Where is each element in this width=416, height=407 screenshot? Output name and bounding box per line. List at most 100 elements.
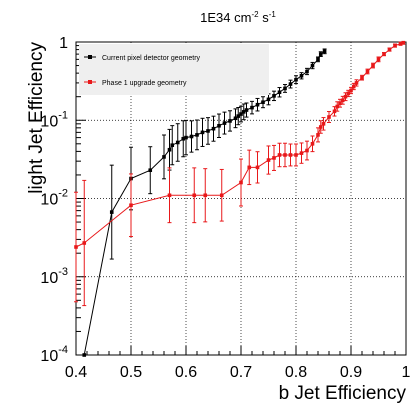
legend-label-phase1: Phase 1 upgrade geometry [102,80,187,87]
data-point [167,147,172,152]
data-point [322,49,327,54]
data-point [401,40,406,45]
data-point [255,165,260,170]
series-0 [82,48,327,357]
data-point [192,193,197,198]
data-point [360,75,364,80]
data-point [332,109,337,114]
data-point [167,193,172,198]
data-point [217,123,221,128]
data-point [228,119,232,123]
data-point [261,100,265,105]
data-point [338,101,342,106]
data-point [109,210,114,214]
data-point [277,153,282,157]
data-point [82,353,87,357]
data-point [181,136,186,141]
data-point [318,52,323,56]
axes: 0.4 0.5 0.6 0.7 0.8 0.9 1 10-4 10-3 10-2 10-1 1 [40,35,410,381]
data-point [398,41,403,46]
data-point [371,63,375,68]
series-layer [74,40,406,357]
data-point [316,133,320,137]
data-point [175,140,180,145]
data-point [211,126,216,131]
data-point [206,129,210,133]
data-point [255,102,260,107]
x-tick-label: 0.7 [230,364,252,381]
data-point [129,203,133,208]
data-point [283,153,287,157]
data-point [162,155,166,159]
data-point [365,69,370,74]
data-point [299,151,304,155]
data-point [82,241,87,245]
data-point [382,52,386,56]
data-point [222,121,227,125]
data-point [239,180,243,185]
data-point [241,110,246,114]
data-point [244,108,249,112]
legend-red-marker [88,80,92,84]
data-point [305,148,309,153]
data-point [294,153,298,157]
legend-label-current: Current pixel detector geometry [102,55,201,62]
data-point [305,69,309,74]
data-point [351,84,356,89]
data-point [393,43,397,48]
data-point [272,156,276,160]
legend-box [79,44,269,95]
data-point [327,115,331,119]
chart-title: 1E34 cm-2 s-1 [200,10,276,25]
x-tick-label: 0.8 [285,364,307,381]
y-tick-label: 10-3 [40,266,68,287]
data-point [343,94,348,99]
legend-black-marker [88,55,92,59]
data-point [288,153,293,157]
data-point [387,47,392,52]
data-point [310,142,315,146]
data-point [266,97,271,102]
data-point [236,114,241,118]
data-point [250,105,254,110]
y-tick-label: 1 [59,35,68,52]
data-point [376,57,381,62]
x-tick-label: 0.9 [340,364,362,381]
y-axis-label: light Jet Efficiency [26,42,47,194]
data-point [294,77,298,82]
data-point [277,90,282,95]
data-point [310,63,315,68]
data-point [233,116,238,121]
series-1 [74,40,406,307]
data-point [354,81,359,85]
data-point [288,82,293,86]
data-point [200,130,205,135]
data-point [148,168,153,172]
x-tick-label: 0.5 [120,364,142,381]
x-tick-label: 0.4 [65,364,87,381]
data-point [239,112,243,116]
x-tick-label: 0.6 [175,364,197,381]
data-point [195,133,199,137]
data-point [184,135,188,140]
y-tick-label: 10-4 [40,344,68,365]
data-point [318,125,323,129]
data-point [219,193,224,198]
data-point [346,91,351,96]
data-point [316,57,320,62]
data-point [299,73,304,78]
legend: Current pixel detector geometry Phase 1 … [79,44,269,95]
data-point [189,134,194,139]
data-point [170,143,175,147]
data-point [272,94,276,98]
x-tick-label: 1 [402,364,411,381]
data-point [349,88,353,93]
y-tick-label: 10-2 [40,188,68,209]
data-point [203,193,208,198]
y-tick-label: 10-1 [40,109,68,130]
data-point [335,104,340,109]
data-point [74,245,78,249]
x-axis-label: b Jet Efficiency [279,383,407,404]
data-point [266,158,271,162]
data-point [340,98,345,103]
